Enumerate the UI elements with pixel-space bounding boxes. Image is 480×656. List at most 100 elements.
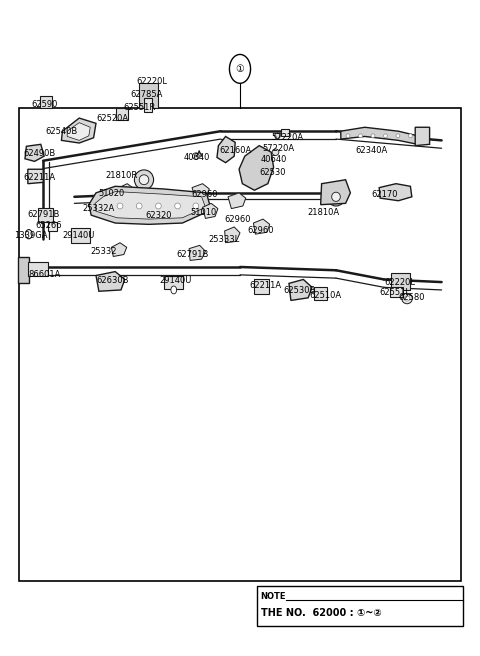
Polygon shape <box>192 184 209 199</box>
Ellipse shape <box>327 188 345 206</box>
Text: ①: ① <box>236 64 244 74</box>
Text: 62530: 62530 <box>259 168 286 177</box>
Bar <box>48 222 57 230</box>
Bar <box>139 83 158 108</box>
Text: 62590: 62590 <box>31 100 58 110</box>
Text: 1339GA: 1339GA <box>14 231 48 240</box>
Text: 62510A: 62510A <box>310 291 342 300</box>
Text: 62520A: 62520A <box>96 113 128 123</box>
Text: 62220L: 62220L <box>137 77 168 87</box>
Ellipse shape <box>408 134 412 138</box>
Text: 62160A: 62160A <box>220 146 252 155</box>
Ellipse shape <box>117 203 123 209</box>
Polygon shape <box>289 279 312 300</box>
Text: 21810A: 21810A <box>307 208 339 217</box>
Polygon shape <box>89 186 211 224</box>
Ellipse shape <box>371 134 375 138</box>
Polygon shape <box>28 169 43 184</box>
Bar <box>390 287 403 297</box>
Text: 25332: 25332 <box>90 247 117 256</box>
Text: 62490B: 62490B <box>23 149 55 158</box>
Text: 40640: 40640 <box>261 155 287 164</box>
Bar <box>164 276 183 289</box>
Text: NOTE: NOTE <box>261 592 286 602</box>
Bar <box>254 279 269 294</box>
Bar <box>38 208 53 222</box>
Text: 25332A: 25332A <box>83 204 115 213</box>
Polygon shape <box>61 118 96 143</box>
Polygon shape <box>119 184 133 194</box>
Polygon shape <box>25 144 44 161</box>
Text: 29140U: 29140U <box>62 231 95 240</box>
Ellipse shape <box>359 134 362 138</box>
Text: 62960: 62960 <box>248 226 274 235</box>
Ellipse shape <box>275 133 280 138</box>
Text: 62320: 62320 <box>145 211 171 220</box>
Polygon shape <box>321 180 350 205</box>
Text: 65266: 65266 <box>36 221 62 230</box>
Ellipse shape <box>139 174 149 185</box>
Ellipse shape <box>156 203 161 209</box>
Text: 62211A: 62211A <box>23 173 55 182</box>
Bar <box>144 98 152 112</box>
Ellipse shape <box>402 293 412 304</box>
Ellipse shape <box>396 134 400 138</box>
Text: 62170: 62170 <box>372 190 398 199</box>
Text: 62785A: 62785A <box>131 90 163 99</box>
Text: 62960: 62960 <box>191 190 217 199</box>
Text: 62791B: 62791B <box>177 250 209 259</box>
Polygon shape <box>239 146 274 190</box>
Text: 62530B: 62530B <box>283 286 315 295</box>
Text: 29140U: 29140U <box>160 276 192 285</box>
Ellipse shape <box>404 296 410 301</box>
Text: 51020: 51020 <box>98 189 124 198</box>
Text: 40640: 40640 <box>183 153 210 162</box>
Text: 62540B: 62540B <box>46 127 78 136</box>
Polygon shape <box>111 243 127 256</box>
Circle shape <box>171 286 177 294</box>
Ellipse shape <box>384 134 387 138</box>
Polygon shape <box>189 245 205 260</box>
Text: 62630B: 62630B <box>96 276 129 285</box>
Ellipse shape <box>193 203 199 209</box>
Ellipse shape <box>134 170 154 190</box>
Polygon shape <box>379 184 412 201</box>
Polygon shape <box>253 219 270 234</box>
Ellipse shape <box>346 134 350 138</box>
Text: 62960: 62960 <box>225 215 251 224</box>
Text: 62220L: 62220L <box>384 277 415 287</box>
Text: 62551L: 62551L <box>379 288 410 297</box>
Ellipse shape <box>136 203 142 209</box>
Text: 62580: 62580 <box>398 293 425 302</box>
Bar <box>28 262 48 276</box>
Polygon shape <box>96 272 125 291</box>
Text: 62340A: 62340A <box>355 146 387 155</box>
Bar <box>71 228 90 243</box>
Circle shape <box>229 54 251 83</box>
Text: THE NO.  62000 : ①~②: THE NO. 62000 : ①~② <box>261 608 381 619</box>
Text: 62551R: 62551R <box>124 103 156 112</box>
Bar <box>116 108 129 120</box>
Bar <box>39 96 52 108</box>
Text: 57220A: 57220A <box>263 144 295 154</box>
Polygon shape <box>95 192 205 219</box>
Text: 62791B: 62791B <box>27 210 60 219</box>
Polygon shape <box>225 227 240 243</box>
Ellipse shape <box>332 192 340 201</box>
Text: 25333L: 25333L <box>209 235 240 244</box>
Polygon shape <box>341 127 418 144</box>
Text: 86601A: 86601A <box>29 270 61 279</box>
Bar <box>281 129 289 136</box>
Polygon shape <box>203 203 218 218</box>
Bar <box>391 273 410 290</box>
Ellipse shape <box>192 153 199 159</box>
Ellipse shape <box>175 203 180 209</box>
Text: 51010: 51010 <box>190 208 216 217</box>
Ellipse shape <box>272 149 279 155</box>
Text: 62211A: 62211A <box>250 281 282 290</box>
Bar <box>314 287 327 300</box>
Bar <box>19 108 461 581</box>
Polygon shape <box>67 123 90 140</box>
Polygon shape <box>18 257 29 283</box>
Bar <box>257 586 463 626</box>
